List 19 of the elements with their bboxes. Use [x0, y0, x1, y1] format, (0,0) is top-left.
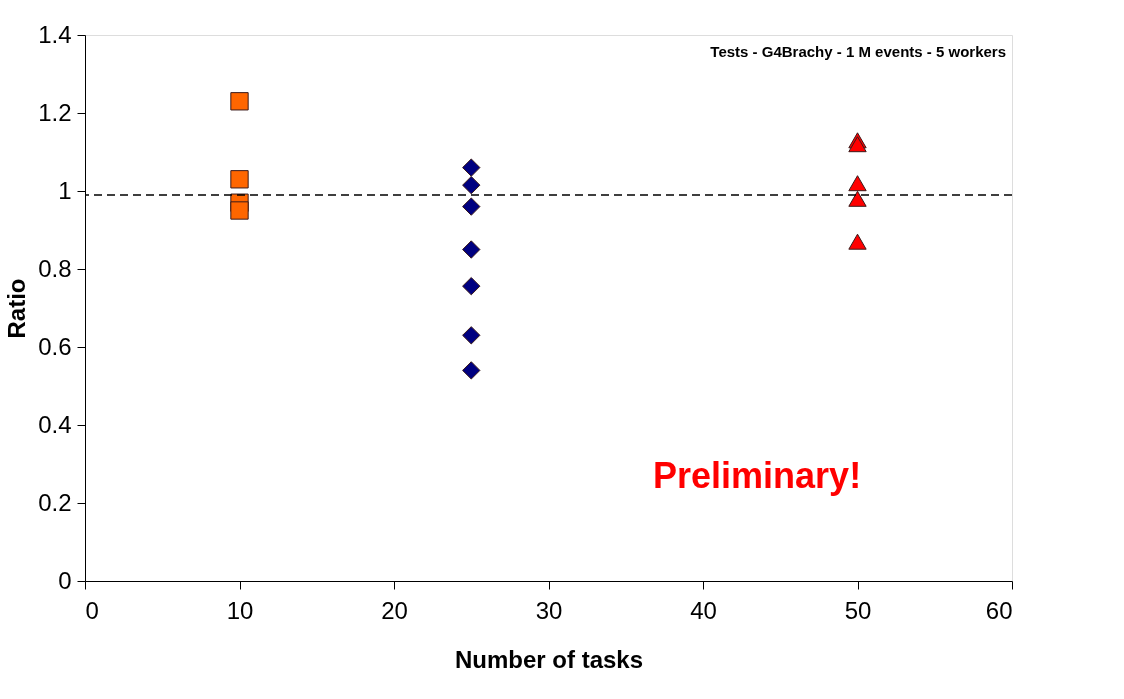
y-axis-title: Ratio	[3, 278, 31, 339]
y-tick-label: 0.6	[38, 332, 72, 360]
x-axis-title: Number of tasks	[454, 645, 644, 673]
y-tick-label: 0.2	[38, 488, 72, 516]
text: Tests - G4Brachy - 1 M events - 5 workers	[710, 43, 1006, 60]
x-tick-label: 60	[985, 596, 1013, 624]
y-tick-label: 0.8	[38, 254, 72, 282]
x-tick-label: 50	[844, 596, 872, 624]
y-tick-label: 0	[58, 566, 72, 594]
y-tick-label: 0.4	[38, 410, 72, 438]
x-tick-label: 0	[85, 596, 99, 624]
y-tick-label: 1	[58, 176, 72, 204]
annotation: Preliminary!	[653, 455, 862, 497]
x-tick-label: 40	[690, 596, 717, 624]
x-tick-label: 10	[226, 596, 254, 624]
x-tick-label: 20	[381, 596, 408, 624]
y-tick-label: 1.4	[38, 20, 72, 48]
y-tick-label: 1.2	[38, 98, 72, 126]
x-tick-label: 30	[535, 596, 563, 624]
